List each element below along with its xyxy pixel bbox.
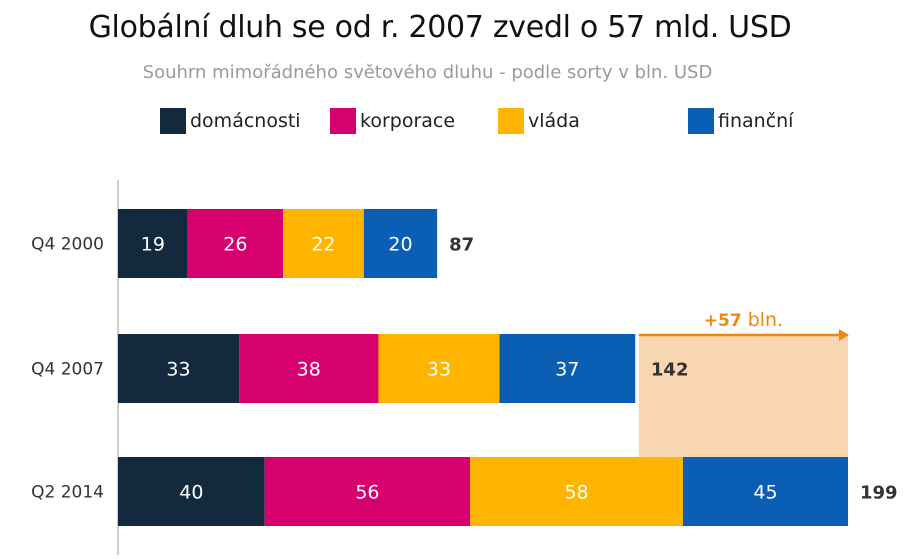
legend-item-vlada: vláda: [498, 108, 580, 134]
bar-segment-korporace: [239, 334, 379, 403]
legend-label-vlada: vláda: [528, 110, 580, 132]
data-label: 40: [179, 482, 203, 504]
data-label: 58: [564, 482, 588, 504]
legend-swatch-vlada: [498, 108, 524, 134]
bar-segment-vlada: [378, 334, 500, 403]
legend-label-domacnosti: domácnosti: [190, 110, 301, 132]
category-label: Q4 2000: [31, 235, 104, 255]
legend-swatch-domacnosti: [160, 108, 186, 134]
bar-segment-financni: [363, 209, 438, 278]
increase-highlight: [638, 334, 848, 457]
legend-swatch-financni: [688, 108, 714, 134]
total-label: 142: [651, 360, 689, 381]
bar-segment-financni: [682, 457, 848, 526]
data-label: 22: [311, 234, 335, 256]
data-label: 38: [297, 359, 321, 381]
data-label: 45: [753, 482, 777, 504]
bar-segment-domacnosti: [118, 334, 240, 403]
increase-annotation-label: +57 bln.: [704, 309, 783, 331]
legend-label-financni: finanční: [718, 110, 794, 132]
data-label: 26: [223, 234, 247, 256]
bar-segment-domacnosti: [118, 209, 188, 278]
data-label: 20: [388, 234, 412, 256]
legend-swatch-korporace: [330, 108, 356, 134]
legend-item-financni: finanční: [688, 108, 793, 134]
data-label: 33: [166, 359, 190, 381]
category-label: Q4 2007: [31, 360, 104, 380]
legend-label-korporace: korporace: [360, 110, 456, 132]
legend-item-domacnosti: domácnosti: [160, 108, 301, 134]
bar-segment-domacnosti: [118, 457, 265, 526]
data-label: 37: [555, 359, 579, 381]
bar-segment-financni: [499, 334, 636, 403]
chart-subtitle: Souhrn mimořádného světového dluhu - pod…: [142, 62, 713, 83]
legend-item-korporace: korporace: [330, 108, 455, 134]
increase-arrow-head: [839, 329, 849, 341]
chart-title: Globální dluh se od r. 2007 zvedl o 57 m…: [88, 10, 792, 45]
total-label: 199: [860, 483, 898, 504]
category-label: Q2 2014: [31, 483, 104, 503]
data-label: 33: [427, 359, 451, 381]
total-label: 87: [449, 235, 474, 256]
bar-segment-korporace: [264, 457, 471, 526]
bar-segment-vlada: [283, 209, 364, 278]
bar-segment-vlada: [470, 457, 683, 526]
bar-segment-korporace: [187, 209, 284, 278]
data-label: 56: [355, 482, 379, 504]
data-label: 19: [141, 234, 165, 256]
